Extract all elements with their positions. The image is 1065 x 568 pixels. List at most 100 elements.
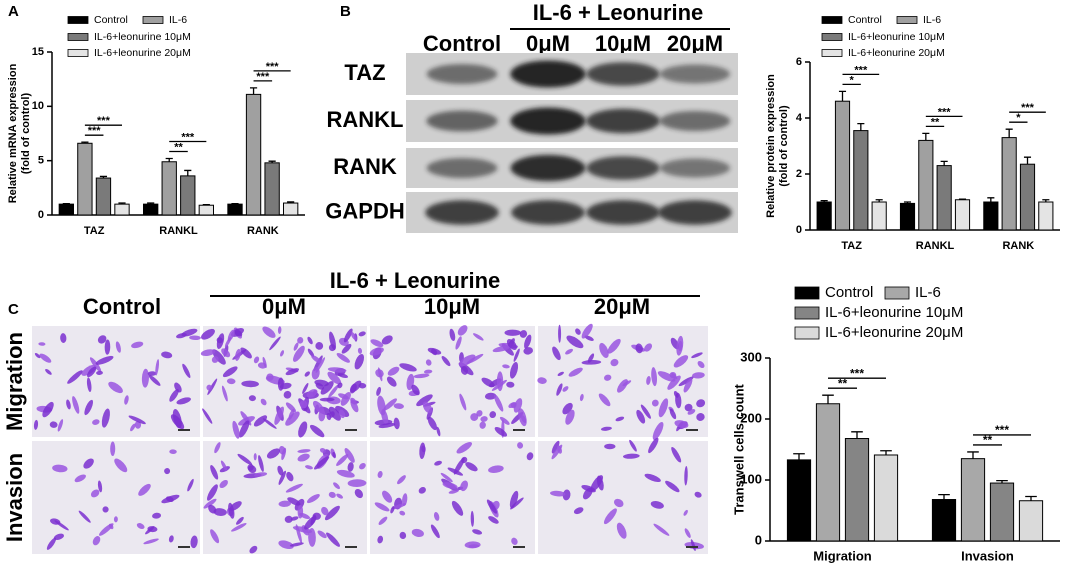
bar [58, 203, 75, 216]
cell [636, 409, 646, 424]
cell [442, 482, 458, 489]
bar [161, 161, 177, 216]
cell [615, 416, 625, 422]
cell [393, 403, 404, 409]
cell [206, 384, 213, 391]
cell [285, 368, 299, 376]
error-bar [118, 202, 126, 205]
error-bar [958, 198, 967, 200]
x-tick-label: RANKL [159, 225, 198, 237]
cell [278, 540, 294, 550]
cell [169, 449, 177, 454]
cell [684, 403, 693, 412]
cell [304, 371, 310, 377]
cell [254, 472, 268, 477]
cell [517, 442, 524, 449]
cell [108, 381, 123, 394]
scale-bar [686, 546, 698, 548]
cell [457, 325, 468, 336]
cell [328, 344, 336, 352]
cell [336, 493, 344, 499]
cell [280, 350, 285, 357]
cell [357, 347, 363, 354]
cell [337, 373, 349, 379]
cell [347, 479, 367, 488]
cell [401, 493, 408, 507]
cell [694, 491, 702, 498]
cell [399, 510, 406, 516]
significance-label: *** [256, 71, 270, 83]
bar [786, 459, 812, 542]
x-tick-label: RANK [247, 225, 279, 237]
bar [954, 199, 971, 231]
cell [262, 326, 276, 338]
cell [382, 490, 393, 503]
legend-label: IL-6+leonurine 20μM [825, 324, 963, 341]
blot-row-label: TAZ [344, 60, 385, 85]
bar [143, 203, 159, 216]
blot-column-label: 10μM [595, 31, 651, 56]
cell [297, 337, 304, 344]
cell [399, 531, 407, 540]
bar [873, 454, 899, 542]
cell [302, 383, 309, 394]
cell [644, 343, 653, 352]
cell [315, 342, 324, 350]
cell [510, 497, 524, 510]
panel-label: C [8, 301, 19, 318]
cell [212, 349, 226, 365]
cell [456, 442, 472, 454]
legend-swatch [821, 33, 843, 41]
image-row-label: Invasion [2, 453, 27, 542]
cell [115, 341, 121, 353]
cell [202, 408, 213, 424]
cell [455, 336, 462, 350]
error-bar [967, 451, 979, 459]
cell [216, 337, 223, 344]
legend-swatch [794, 286, 820, 300]
cell [220, 460, 228, 472]
cell [108, 523, 114, 530]
cell [582, 487, 593, 500]
cell [341, 343, 352, 354]
cell [573, 507, 584, 515]
cell [378, 516, 388, 525]
cell [494, 394, 504, 412]
cell [509, 490, 519, 509]
legend-label: Control [825, 284, 873, 301]
cell [377, 367, 383, 382]
cell [436, 426, 441, 437]
cell [78, 510, 91, 523]
cell [393, 417, 400, 430]
cell [42, 401, 54, 418]
cell [492, 345, 511, 353]
cell [419, 442, 426, 460]
cell [189, 335, 201, 341]
y-tick-label: 10 [32, 100, 44, 112]
significance-label: *** [995, 423, 1009, 437]
cell [562, 489, 571, 501]
cell [57, 419, 64, 432]
cell [304, 515, 317, 530]
error-bar [822, 394, 834, 404]
cell [165, 496, 174, 503]
cell [219, 479, 228, 489]
legend-swatch [142, 16, 164, 24]
cell [377, 535, 384, 544]
cell [101, 408, 110, 428]
cell [313, 456, 330, 470]
cell [311, 355, 322, 364]
cell [513, 348, 520, 362]
error-bar [202, 204, 210, 206]
cell [66, 399, 71, 410]
error-bar [903, 201, 912, 204]
microscopy-group-label: IL-6 + Leonurine [330, 268, 501, 293]
cell [622, 453, 640, 459]
blot-band [426, 110, 498, 132]
cell [635, 343, 643, 354]
cell [558, 324, 562, 343]
cell [472, 529, 483, 535]
cell [328, 491, 336, 498]
cell [336, 469, 355, 478]
